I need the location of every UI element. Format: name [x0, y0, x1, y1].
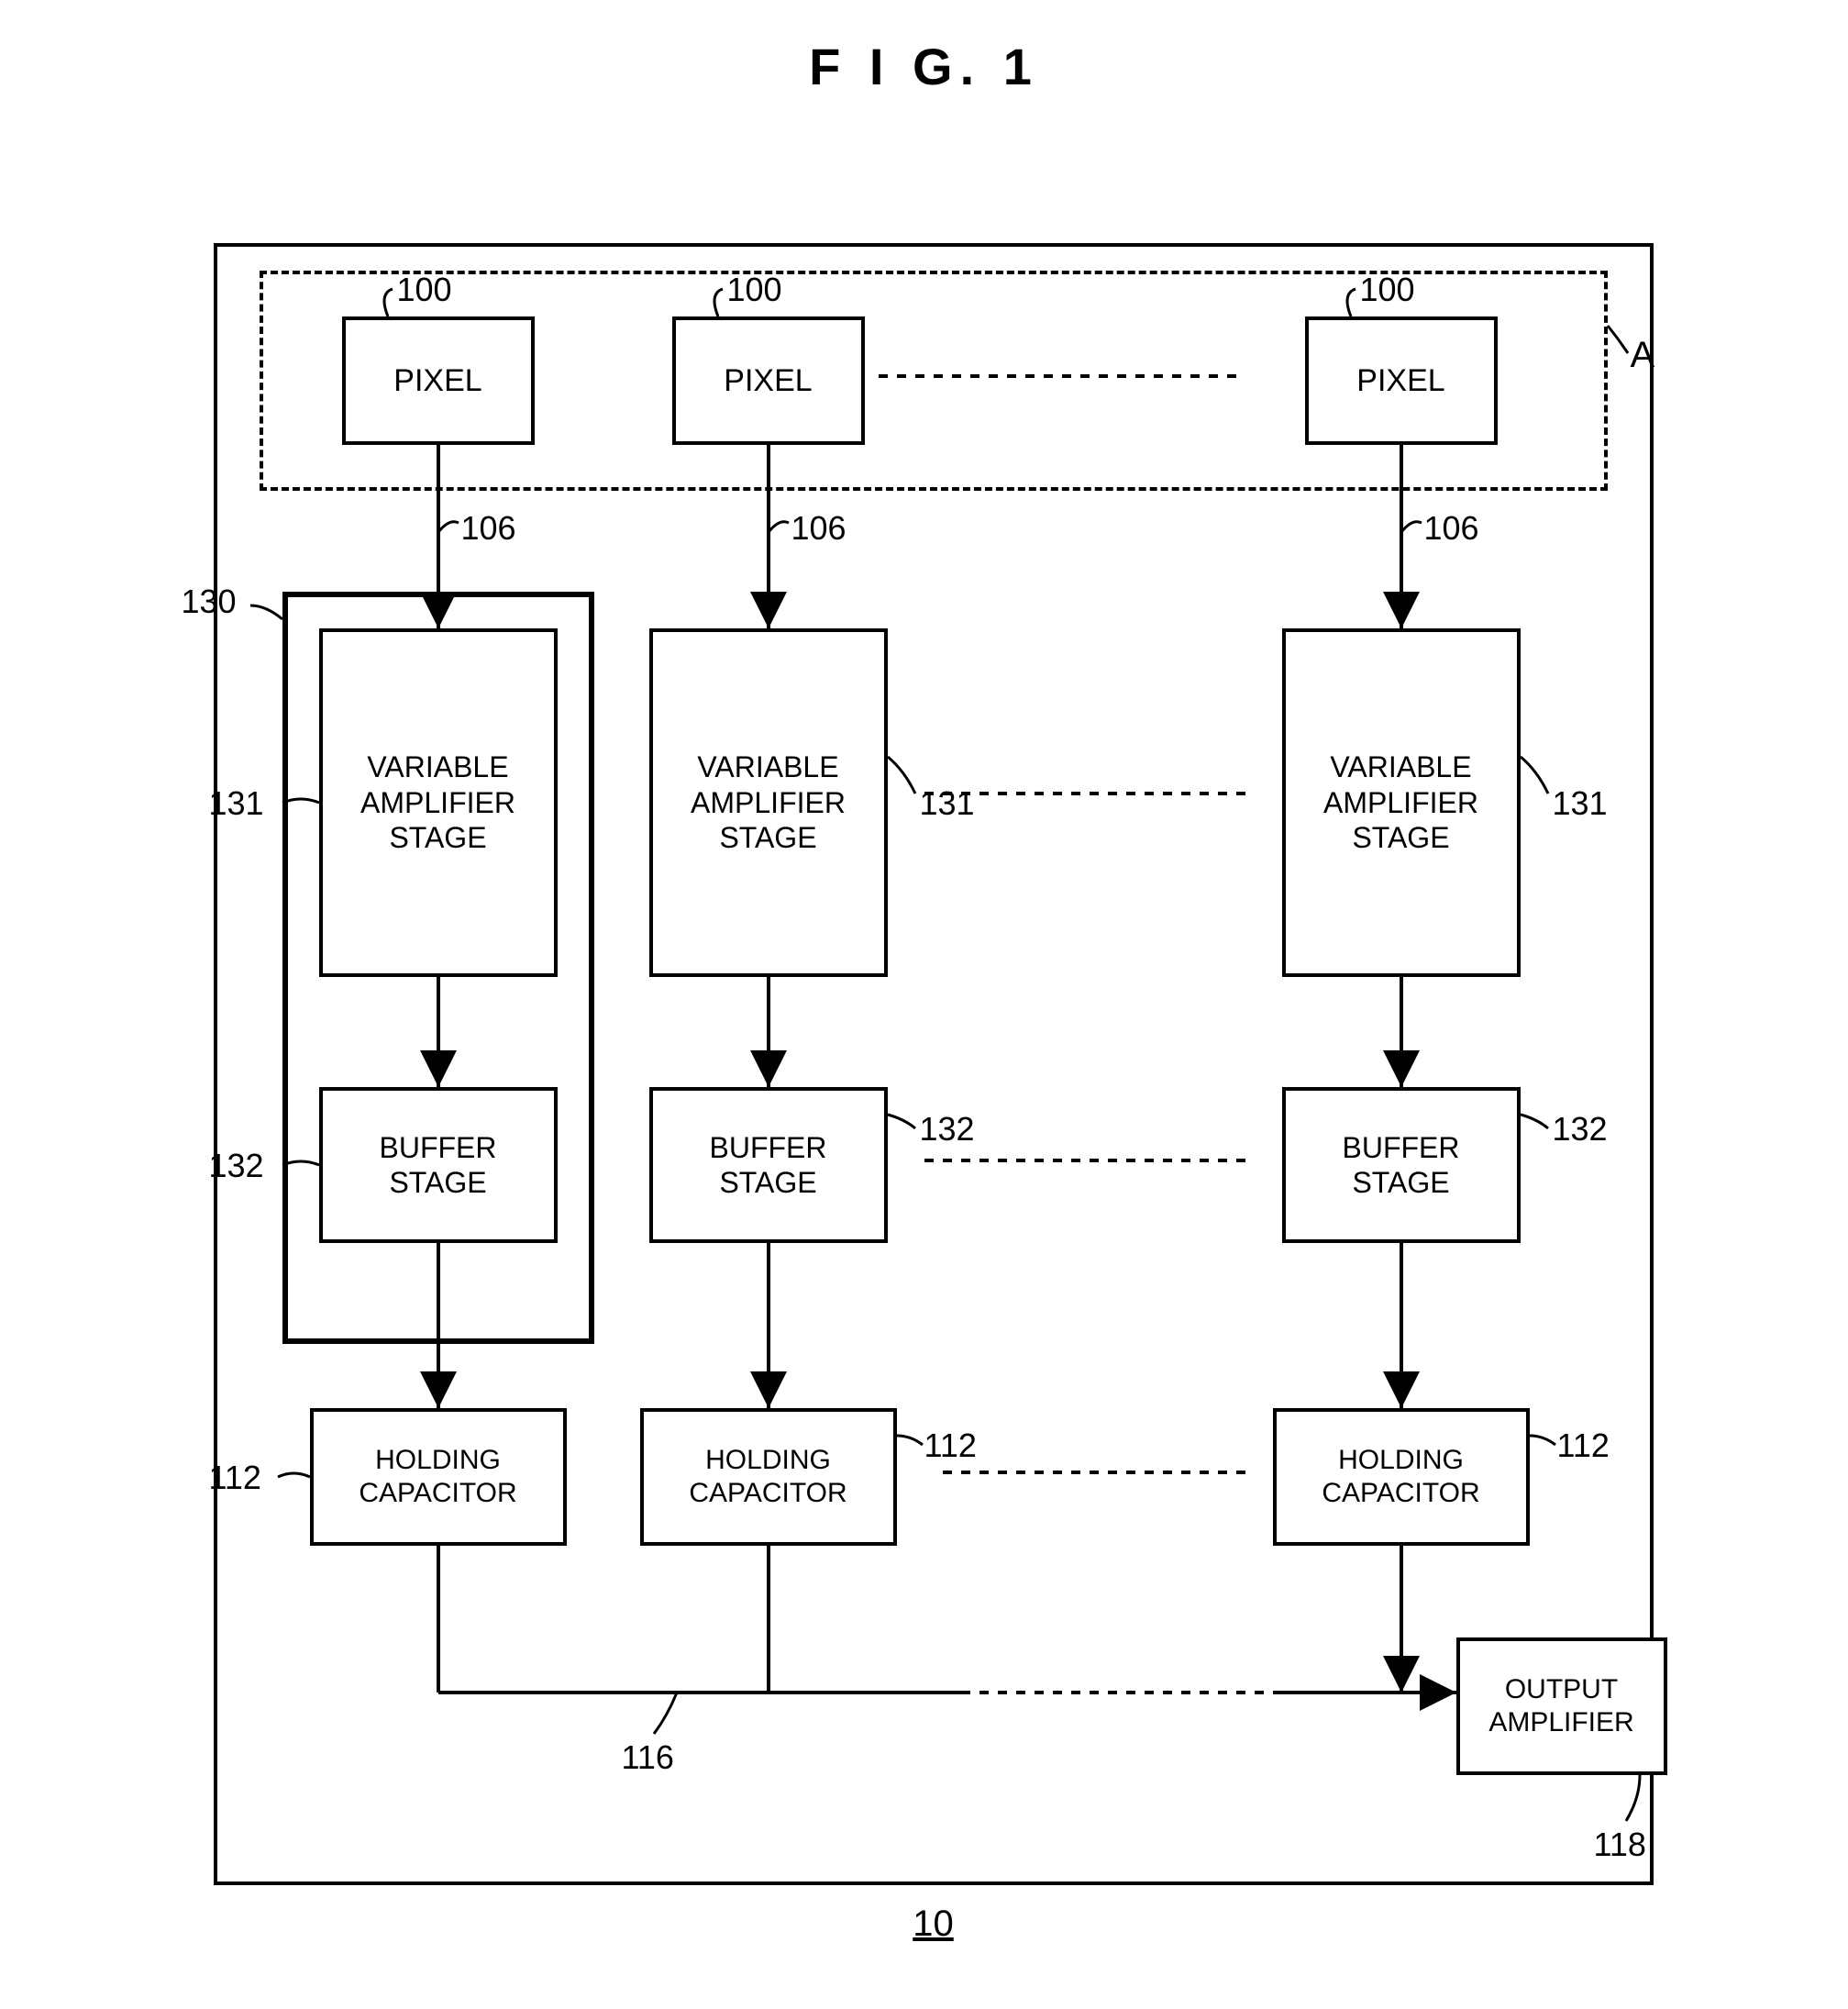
- variable-amplifier-stage: VARIABLE AMPLIFIER STAGE: [319, 628, 558, 977]
- ref-label-132: 132: [1553, 1110, 1608, 1149]
- holding-capacitor: HOLDING CAPACITOR: [310, 1408, 567, 1546]
- pixel-box: PIXEL: [1305, 316, 1498, 445]
- ref-label-131: 131: [1553, 784, 1608, 823]
- ref-label-100: 100: [1360, 271, 1415, 309]
- figure-ref-10: 10: [906, 1904, 961, 1945]
- figure-title: F I G. 1: [37, 37, 1811, 96]
- ref-label-106: 106: [791, 509, 847, 548]
- output-amplifier: OUTPUT AMPLIFIER: [1456, 1637, 1667, 1775]
- ref-label-106: 106: [1424, 509, 1479, 548]
- ref-label-106: 106: [461, 509, 516, 548]
- diagram: PIXEL 100 106 VARIABLE AMPLIFIER STAGE 131 BU…: [53, 151, 1796, 1940]
- holding-capacitor: HOLDING CAPACITOR: [1273, 1408, 1530, 1546]
- holding-capacitor: HOLDING CAPACITOR: [640, 1408, 897, 1546]
- ref-label-132: 132: [209, 1147, 264, 1185]
- ref-label-118: 118: [1594, 1826, 1646, 1864]
- ref-label-100: 100: [397, 271, 452, 309]
- pixel-box: PIXEL: [672, 316, 865, 445]
- ref-label-112: 112: [209, 1459, 261, 1497]
- ref-label-132: 132: [920, 1110, 975, 1149]
- ref-label-130: 130: [182, 583, 237, 621]
- variable-amplifier-stage: VARIABLE AMPLIFIER STAGE: [649, 628, 888, 977]
- buffer-stage: BUFFER STAGE: [649, 1087, 888, 1243]
- ref-label-116: 116: [622, 1738, 674, 1777]
- ref-label-112: 112: [924, 1426, 977, 1465]
- ref-label-131: 131: [920, 784, 975, 823]
- variable-amplifier-stage: VARIABLE AMPLIFIER STAGE: [1282, 628, 1521, 977]
- pixel-box: PIXEL: [342, 316, 535, 445]
- ref-label-131: 131: [209, 784, 264, 823]
- buffer-stage: BUFFER STAGE: [319, 1087, 558, 1243]
- ref-label-112: 112: [1557, 1426, 1610, 1465]
- region-a-label: A: [1631, 335, 1655, 376]
- buffer-stage: BUFFER STAGE: [1282, 1087, 1521, 1243]
- ref-label-100: 100: [727, 271, 782, 309]
